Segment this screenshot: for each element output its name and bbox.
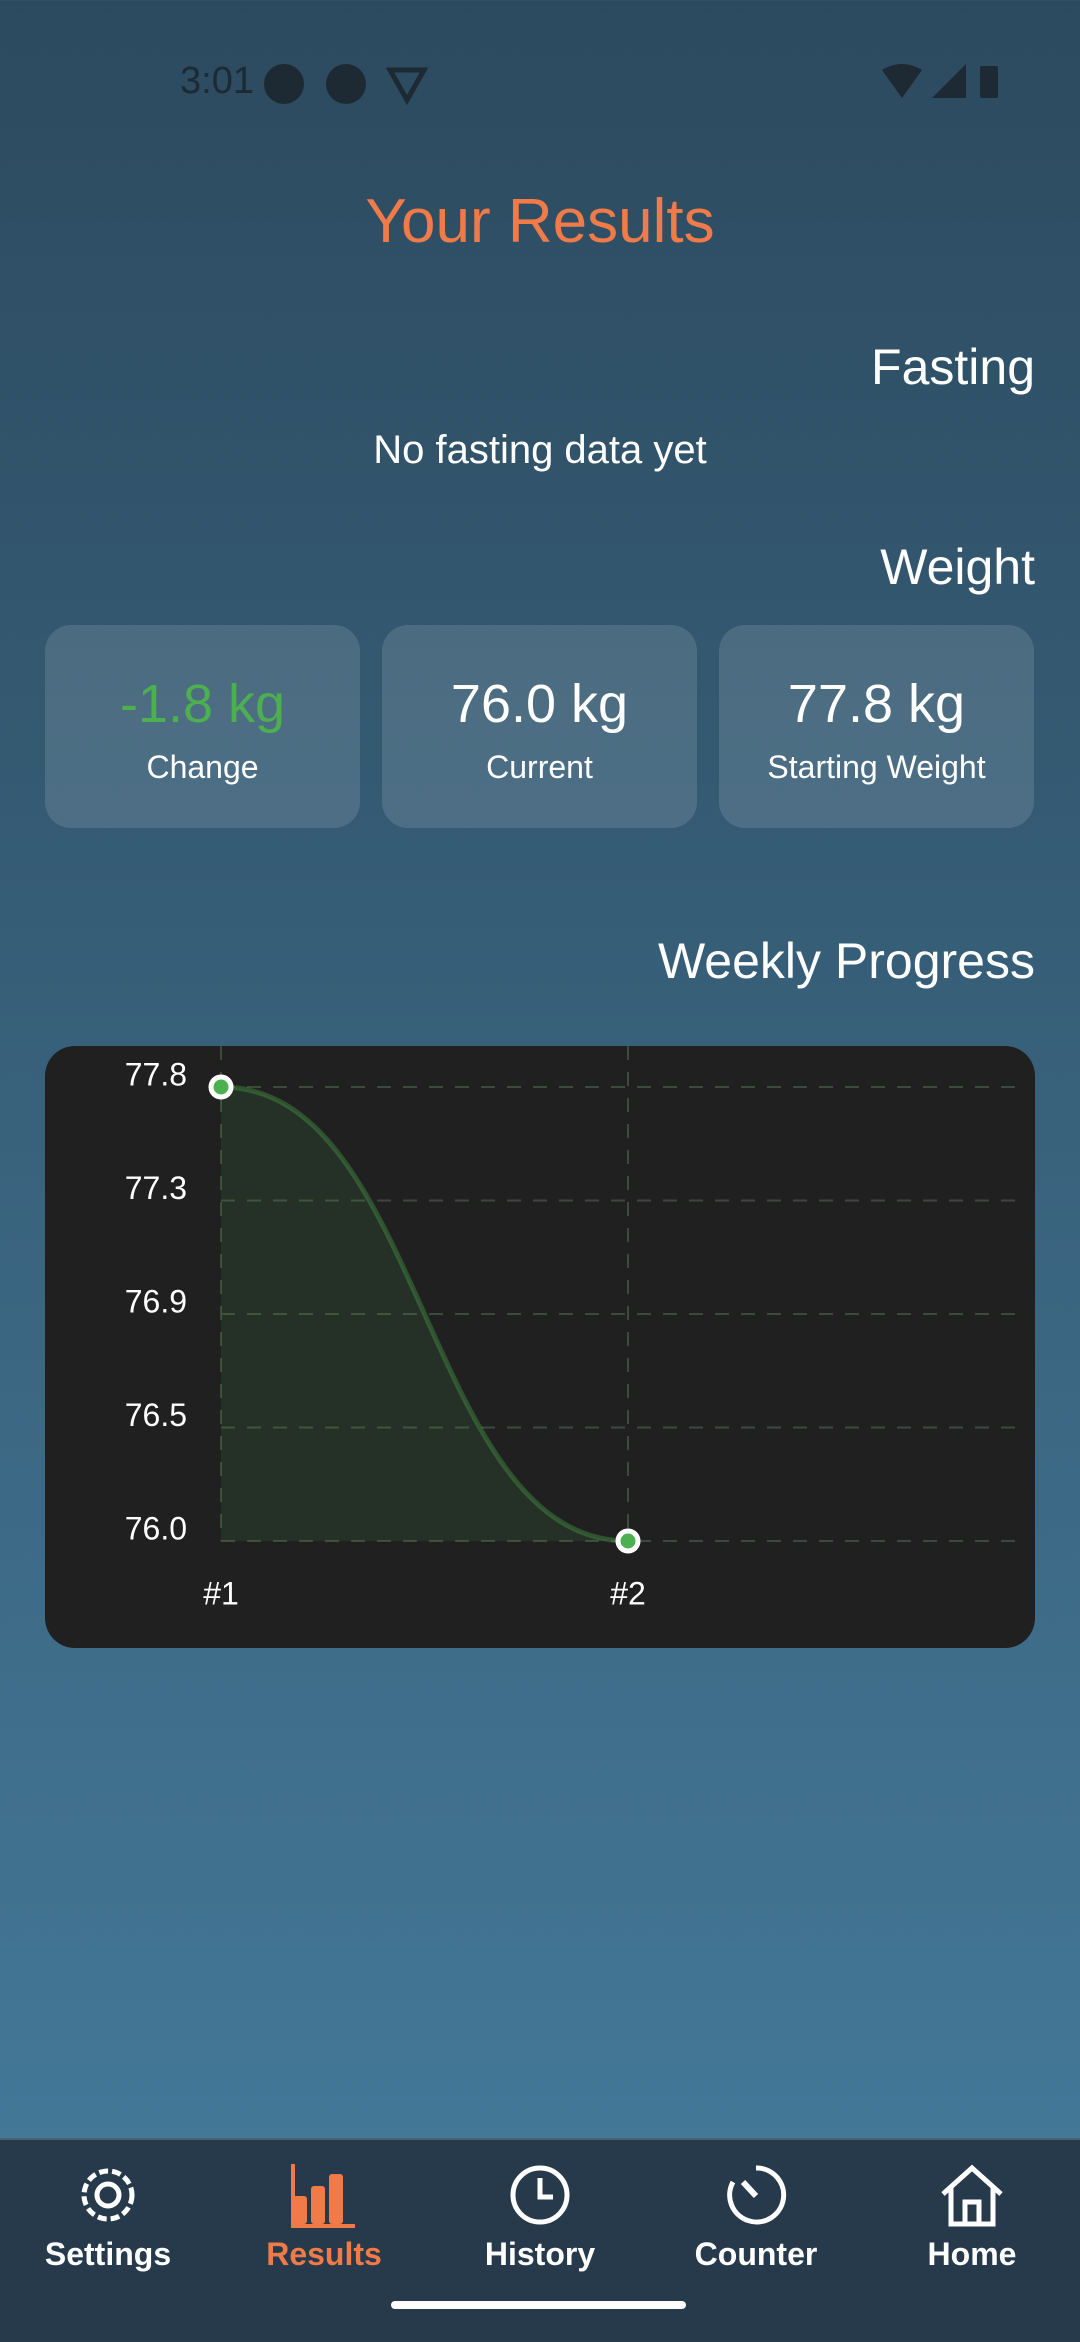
data-point xyxy=(615,1528,641,1554)
stat-label: Starting Weight xyxy=(767,749,986,785)
chart-background xyxy=(45,1046,1035,1648)
status-right-icons xyxy=(882,64,998,98)
y-tick-label: 77.8 xyxy=(125,1056,187,1092)
y-tick-label: 77.3 xyxy=(125,1170,187,1206)
status-icons xyxy=(264,64,429,106)
nav-history[interactable]: History xyxy=(432,2160,648,2273)
stat-value: 77.8 kg xyxy=(787,674,966,734)
stat-label: Current xyxy=(486,749,593,785)
x-tick-label: #2 xyxy=(610,1575,646,1611)
x-tick-label: #1 xyxy=(203,1575,239,1611)
stat-card: 77.8 kg Starting Weight xyxy=(719,625,1034,828)
nav-label: Settings xyxy=(44,2236,172,2272)
home-indicator xyxy=(391,2301,686,2309)
nav-label: Counter xyxy=(694,2236,818,2272)
nav-label: History xyxy=(484,2236,596,2272)
nav-label: Results xyxy=(266,2236,382,2272)
line-area xyxy=(221,1087,628,1541)
y-tick-label: 76.0 xyxy=(125,1510,187,1546)
y-tick-label: 76.9 xyxy=(125,1283,187,1319)
status-time: 3:01 xyxy=(180,60,254,102)
nav-results[interactable]: Results xyxy=(216,2160,432,2273)
data-point xyxy=(208,1074,234,1100)
stat-card: 76.0 kg Current xyxy=(382,625,697,828)
section-title: Weight xyxy=(880,539,1035,595)
empty-message: No fasting data yet xyxy=(373,428,707,472)
stat-label: Change xyxy=(146,749,259,785)
nav-home[interactable]: Home xyxy=(864,2160,1080,2273)
nav-label: Home xyxy=(927,2236,1017,2272)
stat-card: -1.8 kg Change xyxy=(45,625,360,828)
nav-settings[interactable]: Settings xyxy=(0,2160,216,2273)
bottom-nav: Settings Results History Counter Home xyxy=(0,2138,1080,2342)
stat-value: -1.8 kg xyxy=(119,674,286,734)
section-title: Fasting xyxy=(871,339,1035,395)
stat-value: 76.0 kg xyxy=(450,674,629,734)
y-tick-label: 76.5 xyxy=(125,1397,187,1433)
section-title: Weekly Progress xyxy=(658,933,1035,989)
chart: 76.0 76.5 76.9 77.3 77.8 #1 #2 xyxy=(45,1046,1035,1648)
nav-counter[interactable]: Counter xyxy=(648,2160,864,2273)
page-title: Your Results xyxy=(365,187,715,256)
line xyxy=(220,1084,629,1544)
